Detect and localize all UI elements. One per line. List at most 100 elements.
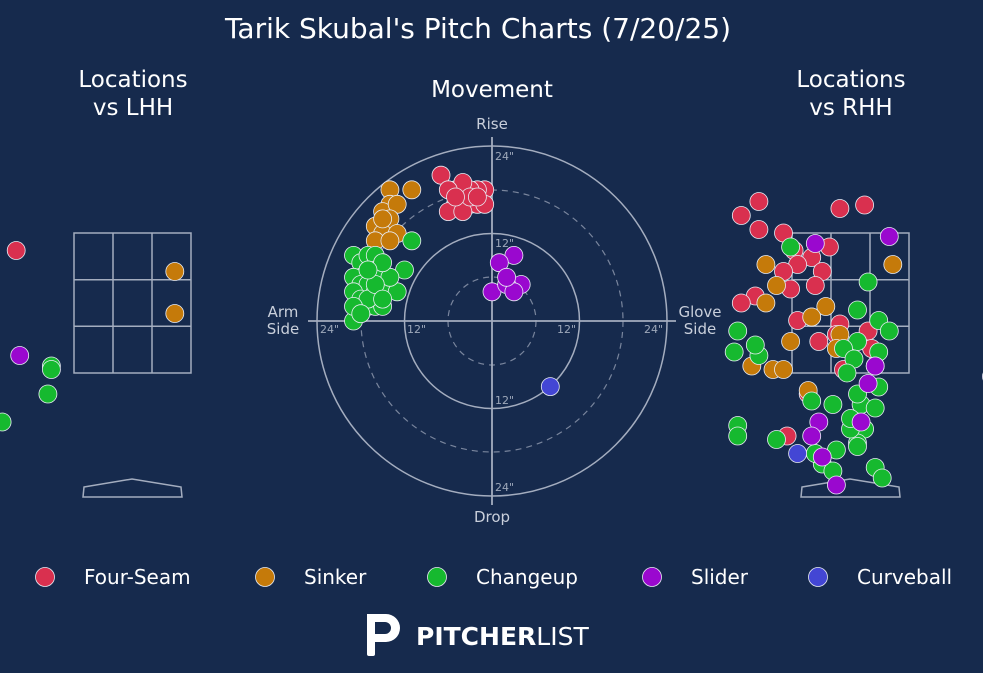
pitch-point-slider xyxy=(851,412,871,432)
figure-title: Tarik Skubal's Pitch Charts (7/20/25) xyxy=(224,12,731,45)
pitch-point-four-seam xyxy=(749,192,769,211)
legend-label-sinker: Sinker xyxy=(304,565,367,589)
rhh-panel-title-line2: vs RHH xyxy=(809,95,892,121)
pitcherlist-p-icon xyxy=(367,614,400,656)
lhh-panel-title-line1: Locations xyxy=(78,67,187,93)
pitch-point-sinker xyxy=(165,262,185,281)
pitcherlist-logo: PITCHERLIST xyxy=(367,614,589,656)
pitch-point-changeup xyxy=(402,231,422,251)
legend-marker-curveball xyxy=(808,567,828,587)
pitch-point-four-seam xyxy=(830,199,850,218)
ring-label-top-24: 24" xyxy=(495,150,514,163)
ring-label-top-12: 12" xyxy=(495,237,514,250)
pitch-point-changeup xyxy=(38,384,58,404)
pitch-point-slider xyxy=(812,447,832,467)
pitch-point-four-seam xyxy=(6,241,26,260)
pitch-point-four-seam xyxy=(467,187,487,207)
pitch-point-sinker xyxy=(756,293,776,313)
pitch-point-sinker xyxy=(883,255,903,274)
pitch-point-changeup xyxy=(745,335,765,355)
pitch-point-sinker xyxy=(767,276,786,295)
pitch-point-four-seam xyxy=(731,206,751,225)
movement-label-glove-line2: Side xyxy=(684,320,716,338)
pitch-point-slider xyxy=(802,426,822,446)
pitch-point-slider xyxy=(858,374,878,393)
movement-label-glove-line1: Glove xyxy=(678,303,721,321)
pitch-point-changeup xyxy=(865,398,885,418)
rhh-panel-title-line1: Locations xyxy=(796,67,905,93)
pitch-point-sinker xyxy=(802,307,822,327)
pitch-point-changeup xyxy=(848,437,867,456)
movement-label-arm-line2: Side xyxy=(267,320,299,338)
logo-text-bold: PITCHER xyxy=(416,622,536,651)
pitch-point-slider xyxy=(805,234,825,253)
pitch-point-changeup xyxy=(781,237,800,257)
pitch-point-curveball xyxy=(788,444,807,463)
pitch-point-changeup xyxy=(0,412,12,432)
ring-label-left-24: 24" xyxy=(320,323,339,336)
legend-label-changeup: Changeup xyxy=(476,565,578,589)
pitch-point-sinker xyxy=(816,297,836,316)
pitch-point-four-seam xyxy=(805,276,825,295)
pitch-point-sinker xyxy=(373,209,393,229)
lhh-location-points xyxy=(0,241,185,432)
pitch-point-changeup xyxy=(724,342,744,362)
legend-marker-four-seam xyxy=(35,567,55,587)
legend-marker-sinker xyxy=(255,567,275,587)
pitch-point-sinker xyxy=(402,180,422,200)
pitch-point-slider xyxy=(497,267,517,287)
ring-label-left-12: 12" xyxy=(407,323,426,336)
pitch-point-four-seam xyxy=(749,220,769,239)
pitch-point-sinker xyxy=(756,255,776,274)
logo-text-light: LIST xyxy=(536,622,589,651)
pitch-point-changeup xyxy=(848,300,867,320)
pitch-point-sinker xyxy=(774,360,793,379)
pitch-point-changeup xyxy=(802,391,822,411)
pitch-point-slider xyxy=(865,356,885,376)
lhh-strike-zone xyxy=(73,232,192,374)
pitch-point-slider xyxy=(10,346,30,365)
pitch-point-sinker xyxy=(781,332,800,351)
pitch-point-changeup xyxy=(879,321,899,341)
legend-marker-slider xyxy=(642,567,662,587)
pitch-point-four-seam xyxy=(855,195,874,215)
pitch-point-sinker xyxy=(380,231,400,251)
movement-label-rise: Rise xyxy=(476,115,508,133)
movement-points xyxy=(344,165,560,397)
pitch-point-four-seam xyxy=(809,332,829,351)
ring-label-bottom-12: 12" xyxy=(495,394,514,407)
pitch-point-changeup xyxy=(837,363,857,383)
svg-text:PITCHERLIST: PITCHERLIST xyxy=(416,622,589,651)
movement-label-arm-line1: Arm xyxy=(268,303,299,321)
pitch-point-changeup xyxy=(872,468,892,488)
pitch-point-changeup xyxy=(728,321,748,341)
pitch-point-curveball xyxy=(540,377,560,397)
legend-label-four-seam: Four-Seam xyxy=(84,565,191,589)
pitch-point-changeup xyxy=(728,426,748,446)
pitch-point-slider xyxy=(879,227,899,246)
ring-label-right-24: 24" xyxy=(644,323,663,336)
pitch-point-changeup xyxy=(42,360,61,379)
pitch-point-changeup xyxy=(358,260,378,280)
movement-panel-title: Movement xyxy=(431,77,553,103)
pitch-point-changeup xyxy=(373,289,393,309)
pitch-type-legend: Four-Seam Sinker Changeup Slider Curveball xyxy=(35,565,952,589)
pitch-point-changeup xyxy=(858,272,878,292)
pitch-point-four-seam xyxy=(446,187,465,207)
pitch-point-changeup xyxy=(823,395,843,414)
lhh-panel-title-line2: vs LHH xyxy=(93,95,173,121)
legend-label-slider: Slider xyxy=(691,565,749,589)
pitch-point-sinker xyxy=(165,304,185,323)
ring-label-bottom-24: 24" xyxy=(495,481,514,494)
pitch-point-changeup xyxy=(351,304,371,324)
rhh-location-points xyxy=(724,192,983,495)
lhh-home-plate xyxy=(82,478,183,498)
movement-label-drop: Drop xyxy=(474,508,510,526)
legend-marker-changeup xyxy=(427,567,447,587)
legend-label-curveball: Curveball xyxy=(857,565,952,589)
pitch-point-changeup xyxy=(767,430,786,449)
pitch-point-slider xyxy=(827,475,846,495)
ring-label-right-12: 12" xyxy=(557,323,576,336)
pitch-point-four-seam xyxy=(731,293,751,313)
